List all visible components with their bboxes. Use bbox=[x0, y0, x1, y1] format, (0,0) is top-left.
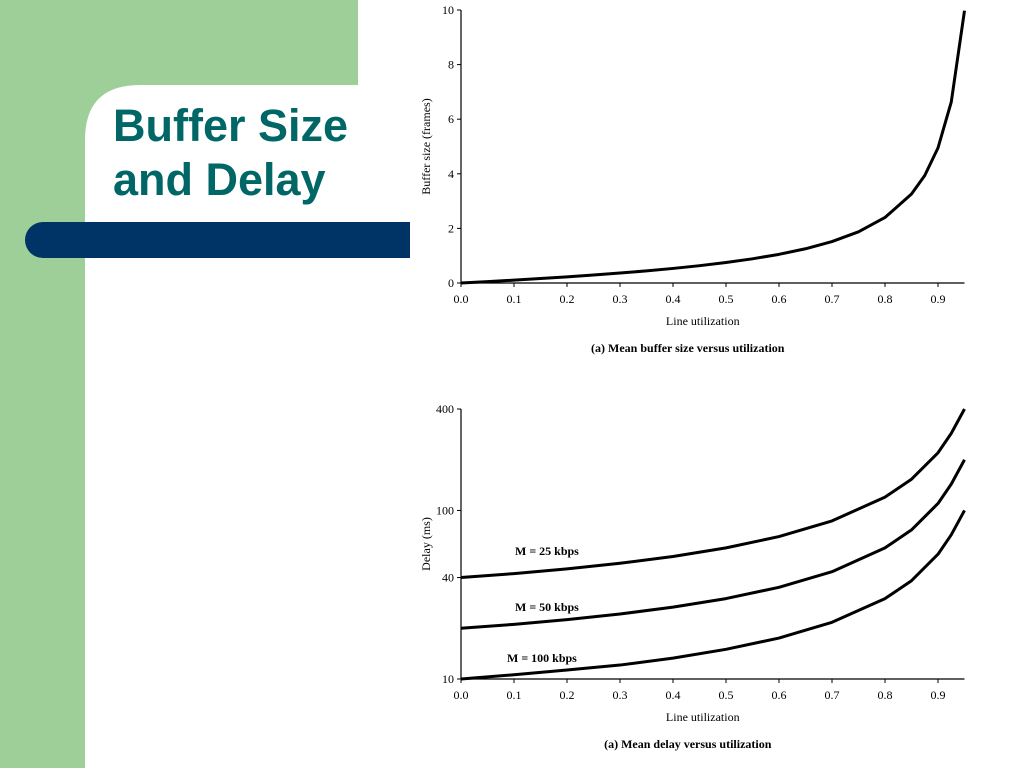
x-axis-label: Line utilization bbox=[666, 314, 740, 328]
y-tick-label: 10 bbox=[442, 672, 454, 686]
x-tick-label: 0.5 bbox=[719, 688, 734, 702]
series-label: M = 25 kbps bbox=[515, 544, 579, 558]
x-tick-label: 0.2 bbox=[560, 292, 575, 306]
corner bbox=[85, 85, 140, 140]
series-label: M = 50 kbps bbox=[515, 600, 579, 614]
divider-bar bbox=[25, 222, 410, 258]
x-tick-label: 0.1 bbox=[507, 688, 522, 702]
x-tick-label: 0.9 bbox=[931, 688, 946, 702]
data-line bbox=[460, 408, 966, 580]
x-axis-label: Line utilization bbox=[666, 710, 740, 724]
y-tick-label: 8 bbox=[448, 58, 454, 72]
data-line bbox=[460, 509, 966, 681]
x-tick-label: 0.2 bbox=[560, 688, 575, 702]
x-tick-label: 0.8 bbox=[878, 292, 893, 306]
x-tick-label: 0.0 bbox=[454, 292, 469, 306]
data-line bbox=[460, 459, 966, 630]
x-tick-label: 0.5 bbox=[719, 292, 734, 306]
chart-caption: (a) Mean delay versus utilization bbox=[604, 737, 772, 751]
x-tick-label: 0.4 bbox=[666, 688, 681, 702]
y-tick-label: 10 bbox=[442, 3, 454, 17]
y-tick-label: 4 bbox=[448, 167, 454, 181]
y-tick-label: 40 bbox=[442, 571, 454, 585]
slide-title: and Delay bbox=[113, 154, 326, 205]
y-tick-label: 100 bbox=[436, 503, 454, 517]
y-tick-label: 6 bbox=[448, 112, 454, 126]
chart-caption: (a) Mean buffer size versus utilization bbox=[591, 341, 785, 355]
side-band bbox=[0, 0, 85, 768]
y-axis-label: Buffer size (frames) bbox=[419, 98, 433, 194]
x-tick-label: 0.3 bbox=[613, 292, 628, 306]
x-tick-label: 0.0 bbox=[454, 688, 469, 702]
y-tick-label: 2 bbox=[448, 221, 454, 235]
x-tick-label: 0.4 bbox=[666, 292, 681, 306]
y-tick-label: 0 bbox=[448, 276, 454, 290]
x-tick-label: 0.7 bbox=[825, 688, 840, 702]
x-tick-label: 0.6 bbox=[772, 292, 787, 306]
x-tick-label: 0.3 bbox=[613, 688, 628, 702]
x-tick-label: 0.1 bbox=[507, 292, 522, 306]
data-line bbox=[460, 10, 966, 285]
series-label: M = 100 kbps bbox=[507, 651, 577, 665]
x-tick-label: 0.6 bbox=[772, 688, 787, 702]
x-tick-label: 0.8 bbox=[878, 688, 893, 702]
y-axis-label: Delay (ms) bbox=[419, 517, 433, 571]
y-tick-label: 400 bbox=[436, 402, 454, 416]
x-tick-label: 0.9 bbox=[931, 292, 946, 306]
x-tick-label: 0.7 bbox=[825, 292, 840, 306]
slide-title: Buffer Size bbox=[113, 100, 348, 151]
top-band bbox=[0, 0, 358, 85]
